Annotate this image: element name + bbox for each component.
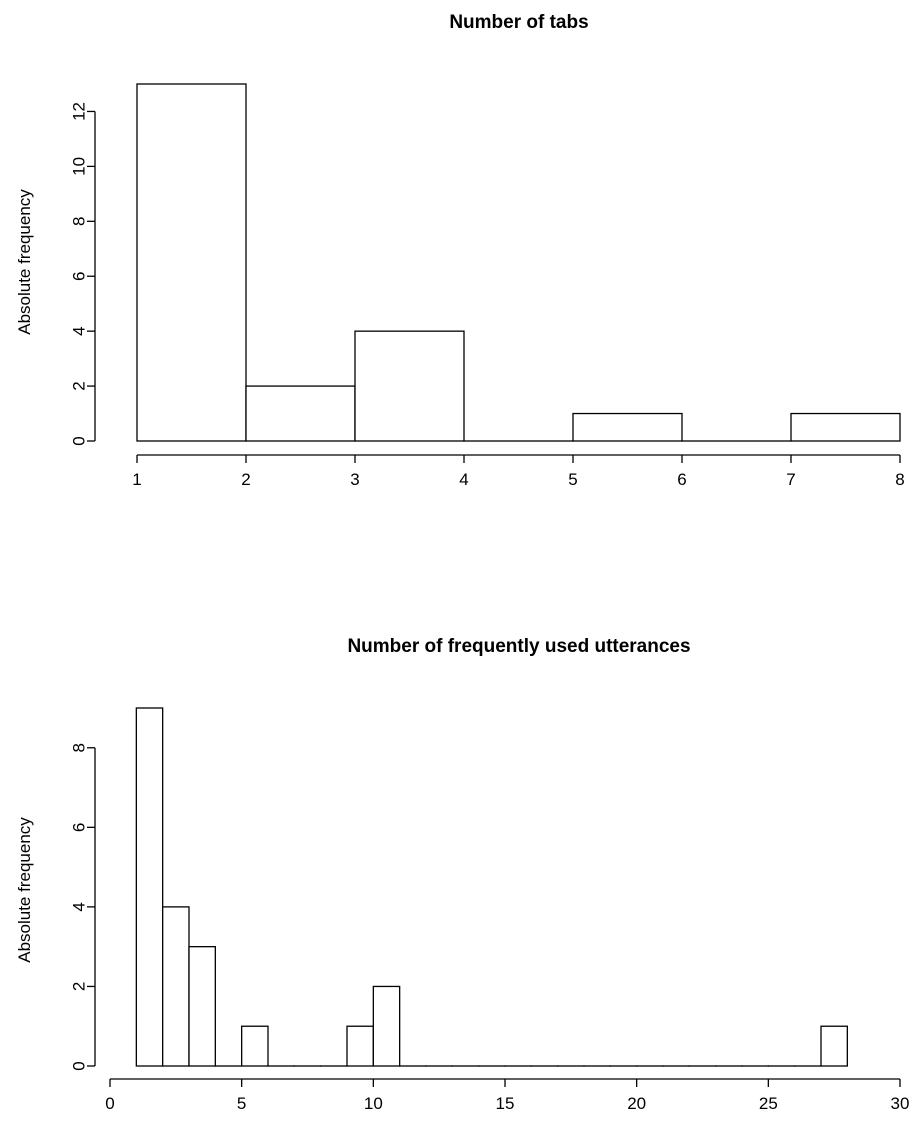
x-tick-label: 1: [132, 470, 141, 489]
x-tick-label: 30: [891, 1094, 910, 1113]
chart-title: Number of tabs: [449, 12, 588, 33]
x-tick-label: 20: [627, 1094, 646, 1113]
x-tick-label: 4: [459, 470, 468, 489]
histogram-bar: [245, 385, 356, 442]
x-tick-label: 2: [241, 470, 250, 489]
y-tick-label: 4: [70, 902, 89, 911]
histogram-bar: [354, 330, 465, 442]
x-tick-label: 8: [895, 470, 904, 489]
y-tick-label: 0: [70, 1061, 89, 1070]
bars: [136, 83, 901, 442]
x-axis: 1 2 3 4 5 6 7 8: [132, 454, 905, 489]
x-tick-label: 5: [237, 1094, 246, 1113]
histogram-bar: [820, 1025, 848, 1067]
x-tick-label: 5: [568, 470, 577, 489]
histogram-bar: [135, 707, 164, 1067]
y-tick-label: 8: [70, 743, 89, 752]
y-tick-label: 12: [70, 102, 89, 121]
x-tick-label: 0: [105, 1094, 114, 1113]
histogram-bar: [790, 412, 901, 442]
histogram-bar: [372, 985, 401, 1067]
histogram-bar: [346, 1025, 374, 1067]
bars: [135, 707, 848, 1067]
y-axis: 0 2 4 6 8 10 12: [70, 102, 96, 446]
y-axis: 0 2 4 6 8: [70, 743, 96, 1071]
y-tick-label: 2: [70, 381, 89, 390]
chart-title: Number of frequently used utterances: [347, 636, 690, 657]
y-tick-label: 6: [70, 271, 89, 280]
y-tick-label: 0: [70, 436, 89, 445]
y-tick-label: 8: [70, 217, 89, 226]
y-axis-label: Absolute frequency: [15, 817, 34, 963]
x-tick-label: 25: [759, 1094, 778, 1113]
y-tick-label: 10: [70, 157, 89, 176]
y-tick-label: 6: [70, 823, 89, 832]
y-tick-label: 4: [70, 326, 89, 335]
histogram-bar: [162, 906, 190, 1067]
y-axis-label: Absolute frequency: [15, 189, 34, 335]
x-axis: 0 5 10 15 20 25 30: [105, 1078, 910, 1113]
histogram-bar: [188, 946, 216, 1067]
histogram-bar: [572, 412, 683, 442]
histogram-bar: [241, 1025, 269, 1067]
y-tick-label: 2: [70, 982, 89, 991]
x-tick-label: 6: [677, 470, 686, 489]
histogram-number-of-frequently-used-utterances: Number of frequently used utterances Abs…: [15, 636, 909, 1113]
x-tick-label: 3: [350, 470, 359, 489]
x-tick-label: 10: [364, 1094, 383, 1113]
histogram-bar: [136, 83, 247, 442]
x-tick-label: 15: [496, 1094, 515, 1113]
x-tick-label: 7: [786, 470, 795, 489]
